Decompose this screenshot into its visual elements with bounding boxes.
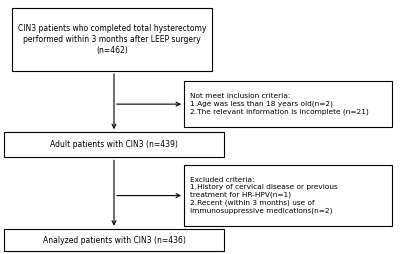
FancyBboxPatch shape [12,8,212,71]
Text: Excluded criteria:
1.History of cervical disease or previous
treatment for HR-HP: Excluded criteria: 1.History of cervical… [190,177,338,214]
Text: CIN3 patients who completed total hysterectomy
performed within 3 months after L: CIN3 patients who completed total hyster… [18,24,206,55]
FancyBboxPatch shape [184,165,392,226]
FancyBboxPatch shape [4,229,224,251]
Text: Not meet inclusion criteria:
1.Age was less than 18 years old(n=2)
2.The relevan: Not meet inclusion criteria: 1.Age was l… [190,93,369,115]
Text: Adult patients with CIN3 (n=439): Adult patients with CIN3 (n=439) [50,140,178,149]
FancyBboxPatch shape [4,132,224,157]
FancyBboxPatch shape [184,81,392,127]
Text: Analyzed patients with CIN3 (n=436): Analyzed patients with CIN3 (n=436) [42,235,186,245]
